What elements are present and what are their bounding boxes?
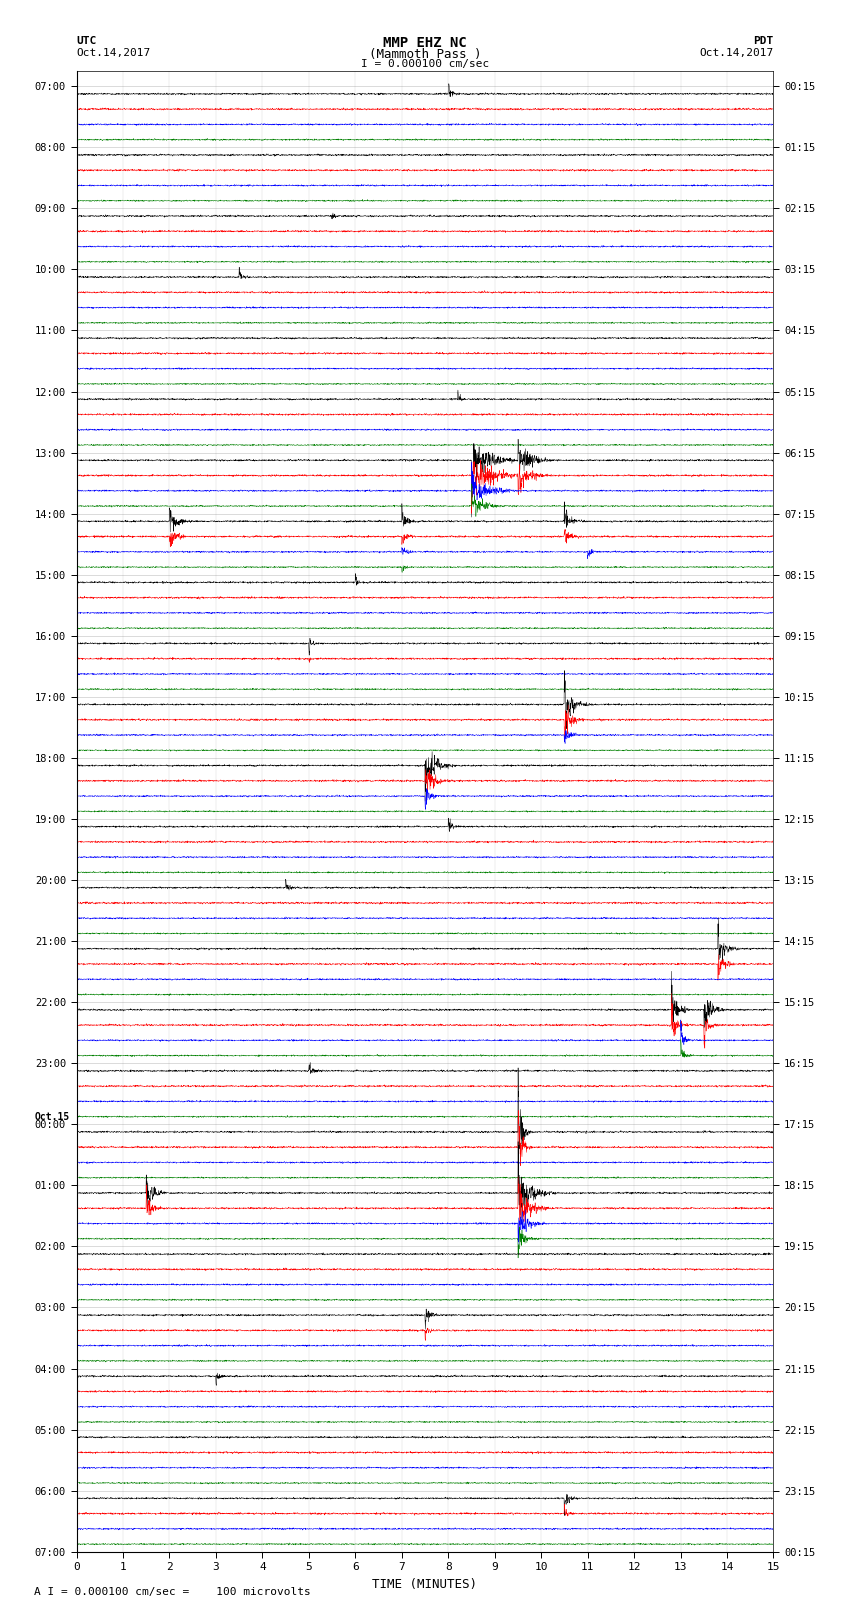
Text: MMP EHZ NC: MMP EHZ NC: [383, 37, 467, 50]
Text: Oct.14,2017: Oct.14,2017: [76, 47, 150, 58]
X-axis label: TIME (MINUTES): TIME (MINUTES): [372, 1578, 478, 1590]
Text: Oct.14,2017: Oct.14,2017: [700, 47, 774, 58]
Text: A I = 0.000100 cm/sec =    100 microvolts: A I = 0.000100 cm/sec = 100 microvolts: [34, 1587, 311, 1597]
Text: Oct.15: Oct.15: [34, 1111, 70, 1123]
Text: (Mammoth Pass ): (Mammoth Pass ): [369, 47, 481, 61]
Text: I = 0.000100 cm/sec: I = 0.000100 cm/sec: [361, 58, 489, 69]
Text: UTC: UTC: [76, 37, 97, 47]
Text: PDT: PDT: [753, 37, 774, 47]
